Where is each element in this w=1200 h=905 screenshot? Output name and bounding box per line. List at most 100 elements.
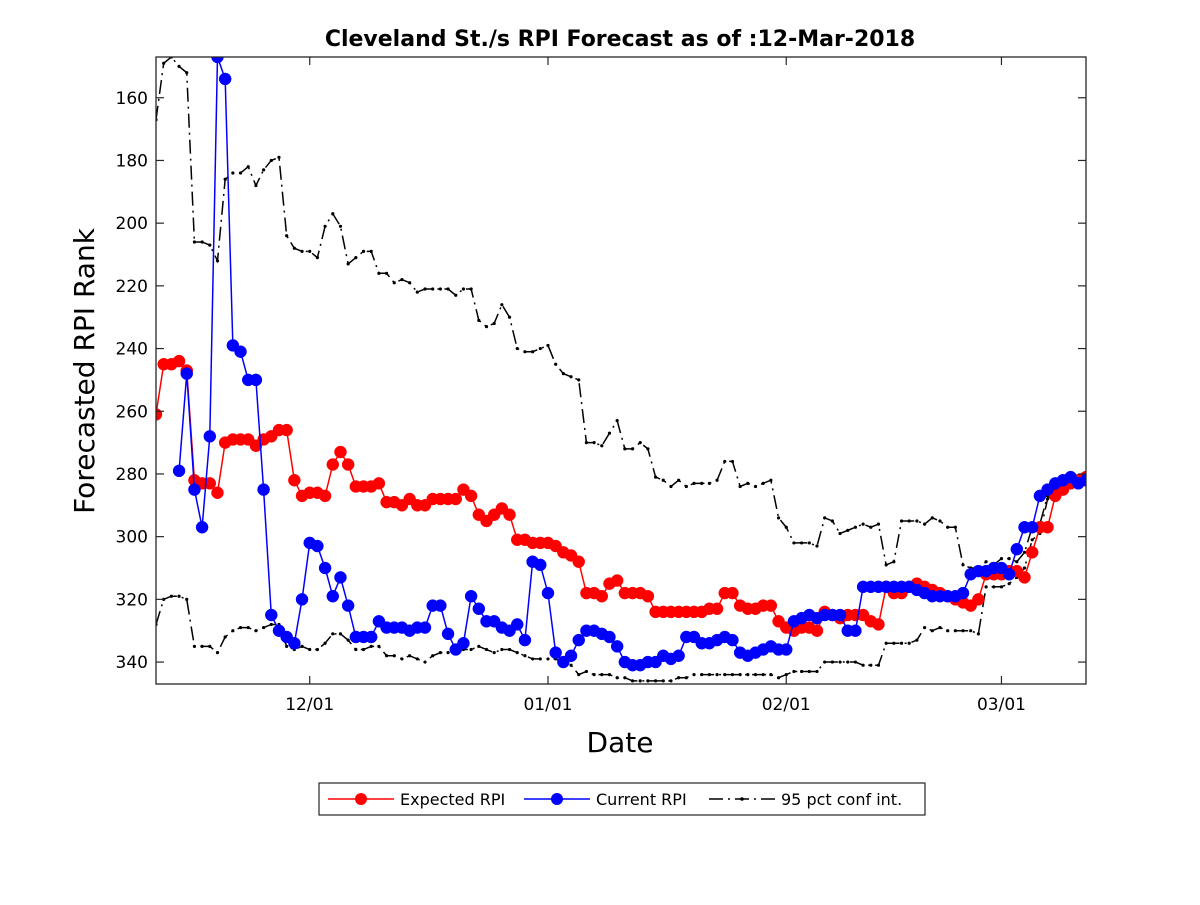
current-rpi-point — [610, 640, 624, 653]
legend-expected-label: Expected RPI — [400, 790, 505, 809]
ci-upper-point — [446, 287, 450, 291]
ci-lower-point — [423, 660, 427, 664]
ci-lower-point — [807, 669, 811, 674]
ci-upper-point — [415, 290, 419, 294]
ci-lower-point — [354, 647, 358, 652]
ci-lower-point — [254, 629, 258, 633]
ci-upper-point — [792, 541, 796, 545]
ci-lower-point — [438, 651, 442, 655]
ci-lower-point — [976, 632, 980, 636]
ci-lower-point — [577, 672, 581, 677]
ci-upper-point — [746, 481, 750, 485]
y-tick-label: 280 — [116, 465, 148, 485]
expected-rpi-point — [641, 589, 655, 603]
ci-upper-point — [953, 525, 957, 529]
expected-rpi-point — [326, 458, 340, 471]
ci-upper-point — [484, 325, 489, 329]
ci-lower-point — [753, 672, 758, 677]
ci-upper-point — [200, 240, 204, 244]
axes: 160 180 200 220 240 260 280 300 320 340 12/01 01/01… — [116, 56, 1087, 715]
ci-upper-point — [162, 61, 166, 65]
ci-lower-point — [300, 644, 304, 648]
expected-rpi-point — [288, 473, 301, 487]
ci-upper-point — [600, 444, 604, 448]
ci-upper-point — [738, 484, 742, 489]
ci-upper-point — [523, 350, 527, 354]
ci-lower-point — [377, 644, 381, 648]
ci-lower-point — [200, 644, 204, 648]
ci-upper-point — [1022, 550, 1027, 554]
ci-lower-point — [769, 672, 773, 677]
expected-rpi-point — [172, 354, 186, 368]
ci-lower-point — [346, 638, 350, 642]
ci-lower-point — [477, 644, 481, 648]
current-rpi-point — [1010, 542, 1024, 556]
ci-lower-point — [984, 585, 988, 589]
ci-upper-point — [223, 177, 227, 181]
ci-upper-point — [238, 171, 243, 175]
ci-upper-point — [892, 560, 896, 564]
ci-lower-point — [192, 644, 197, 648]
ci-upper-point — [707, 481, 711, 485]
ci-lower-point — [431, 654, 435, 658]
ci-lower-point — [700, 672, 704, 677]
ci-lower-point — [922, 625, 927, 630]
ci-lower-point — [915, 638, 919, 642]
current-rpi-point — [564, 649, 578, 663]
ci-lower-point — [930, 629, 934, 633]
legend-current-swatch-marker — [551, 793, 563, 805]
ci-lower-point — [285, 644, 289, 648]
ci-upper-point — [946, 525, 950, 529]
ci-lower-point — [515, 651, 519, 655]
ci-lower-point — [323, 641, 327, 645]
ci-lower-point — [177, 594, 181, 598]
ci-lower-point — [238, 625, 243, 630]
ci-lower-point — [400, 657, 404, 661]
ci-lower-point — [630, 679, 635, 683]
ci-upper-point — [730, 459, 735, 464]
axes-box — [155, 56, 1087, 685]
current-rpi-point — [172, 464, 186, 478]
current-rpi-point — [779, 643, 793, 656]
current-rpi-point — [510, 618, 524, 631]
ci-upper-point — [192, 240, 197, 244]
ci-upper-point — [400, 277, 404, 282]
ci-upper-point — [338, 224, 343, 228]
ci-upper-point — [823, 516, 827, 520]
ci-upper-point — [961, 563, 965, 567]
ci-lower-point — [492, 651, 496, 655]
ci-upper-point — [554, 362, 558, 366]
ci-upper-point — [623, 447, 627, 451]
ci-upper-point — [454, 293, 458, 297]
ci-lower-point — [946, 629, 950, 633]
current-rpi-point — [318, 561, 332, 575]
ci-upper-point — [884, 563, 888, 567]
ci-upper-point — [300, 249, 304, 253]
ci-lower-point — [800, 669, 804, 674]
ci-lower-point — [907, 641, 911, 645]
expected-rpi-point — [872, 618, 885, 631]
ci-lower-point — [823, 660, 827, 664]
expected-rpi-point — [610, 574, 624, 587]
current-rpi-point — [326, 589, 340, 603]
ci-upper-point — [569, 375, 573, 379]
current-rpi-point — [1002, 568, 1016, 581]
ci-upper-point — [584, 441, 589, 445]
y-tick-label: 180 — [116, 151, 148, 171]
ci-upper-point — [907, 519, 911, 523]
current-rpi-point — [257, 483, 270, 496]
ci-upper-point — [653, 475, 658, 479]
ci-lower-point — [500, 647, 504, 652]
ci-lower-point — [961, 629, 965, 633]
ci-upper-point — [177, 64, 181, 69]
ci-upper-point — [577, 378, 581, 382]
current-rpi-point — [249, 373, 263, 387]
ci-upper-point — [369, 249, 373, 253]
current-rpi-point — [672, 649, 685, 663]
ci-upper-line — [156, 57, 1086, 569]
ci-upper-point — [938, 519, 942, 523]
ci-lower-point — [523, 654, 527, 658]
expected-rpi-point — [1025, 546, 1039, 559]
ci-lower-point — [953, 629, 957, 633]
